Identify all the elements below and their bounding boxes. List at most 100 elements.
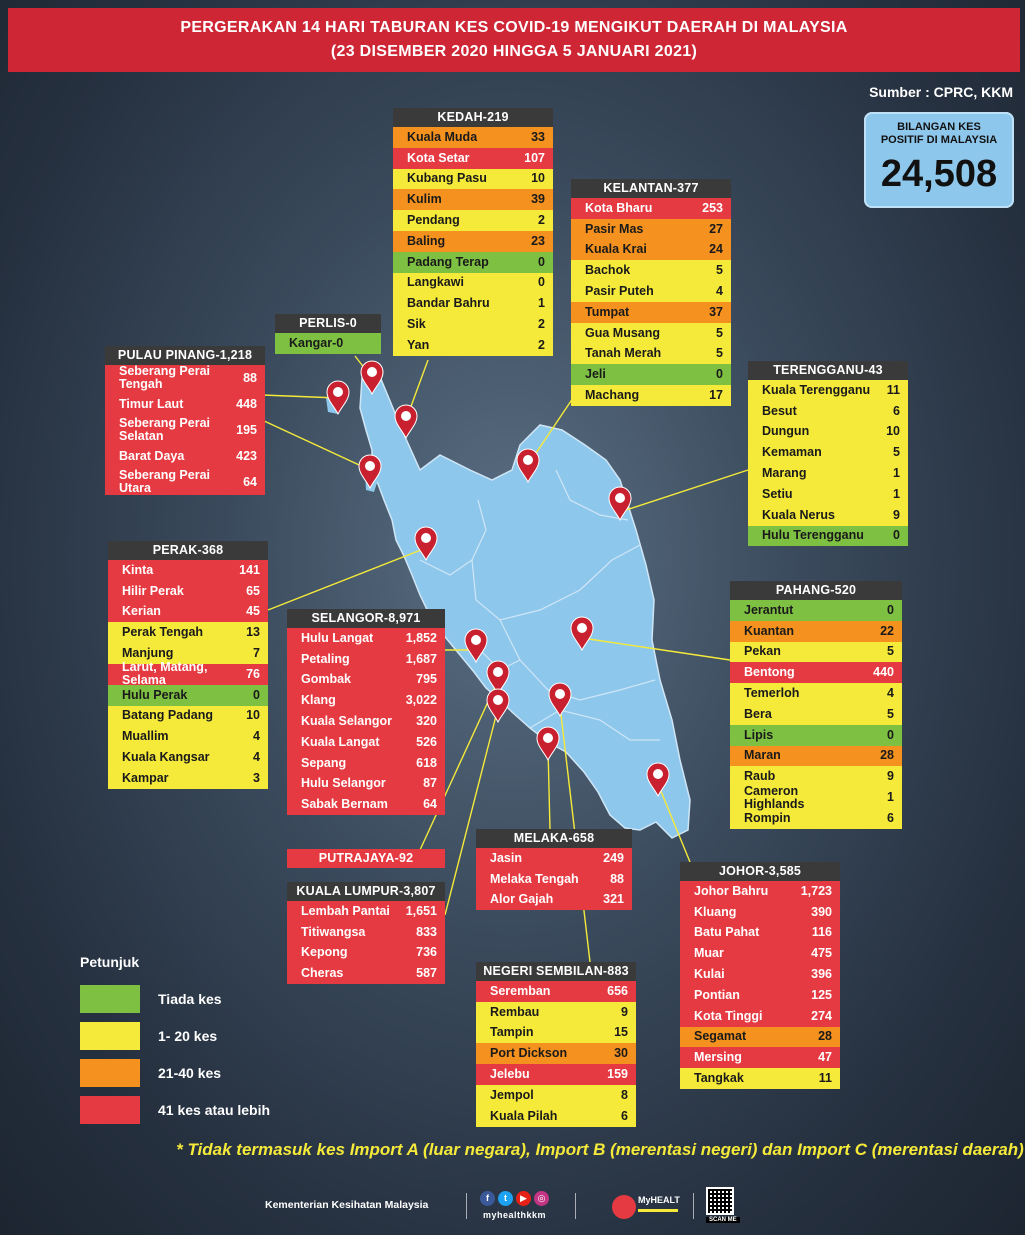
map-pin-icon	[548, 682, 572, 718]
twitter-icon[interactable]: t	[498, 1191, 513, 1206]
district-row: Kinta 141	[108, 560, 268, 581]
district-cases: 45	[246, 604, 260, 619]
district-row: Jeli 0	[571, 364, 731, 386]
panel-title: PUTRAJAYA-92	[287, 849, 445, 868]
district-name: Lipis	[744, 727, 774, 742]
district-row: Kota Bharu 253	[571, 198, 731, 219]
district-name: Dungun	[762, 424, 810, 439]
panel-title: NEGERI SEMBILAN-883	[476, 962, 636, 981]
district-cases: 249	[603, 850, 624, 865]
youtube-icon[interactable]: ▶	[516, 1191, 531, 1206]
district-row: Hulu Langat 1,852	[287, 628, 445, 649]
district-row: Kerian 45	[108, 601, 268, 623]
district-row: Kulim 39	[393, 189, 553, 211]
district-row: Kuantan 22	[730, 620, 902, 642]
district-name: Hulu Terengganu	[762, 528, 864, 543]
district-cases: 1,852	[405, 630, 437, 645]
district-name: Kuala Muda	[407, 129, 478, 144]
district-cases: 33	[531, 129, 545, 144]
district-cases: 159	[607, 1067, 628, 1082]
facebook-icon[interactable]: f	[480, 1191, 495, 1206]
district-name: Kuala Pilah	[490, 1108, 558, 1123]
district-name: Kuala Langat	[301, 734, 380, 749]
district-row: Sepang 618	[287, 752, 445, 774]
district-name: Hulu Perak	[122, 687, 188, 702]
district-row: Kuala Nerus 9	[748, 504, 908, 526]
district-cases: 4	[253, 729, 260, 744]
district-cases: 587	[416, 966, 437, 981]
panel-perlis: PERLIS-0 Kangar-0	[275, 314, 381, 354]
district-row: Barat Daya 423	[105, 443, 265, 469]
district-name: Hulu Langat	[301, 630, 374, 645]
map-pin-icon	[394, 404, 418, 440]
svg-text:MyHEALTH: MyHEALTH	[638, 1195, 680, 1205]
district-cases: 141	[239, 562, 260, 577]
panel-title: KELANTAN-377	[571, 179, 731, 198]
district-cases: 795	[416, 672, 437, 687]
district-row: Temerloh 4	[730, 683, 902, 704]
district-cases: 6	[887, 810, 894, 825]
title-line-2: (23 DISEMBER 2020 HINGGA 5 JANUARI 2021)	[330, 43, 698, 60]
panel-title: PERLIS-0	[275, 314, 381, 333]
district-cases: 10	[246, 708, 260, 723]
map-pin-icon	[646, 762, 670, 798]
district-row: Tumpat 37	[571, 301, 731, 323]
district-name: Maran	[744, 748, 781, 763]
district-row: Gua Musang 5	[571, 322, 731, 344]
district-name: Kemaman	[762, 445, 822, 460]
district-name: Seberang Perai Selatan	[119, 416, 211, 443]
district-name: Cameron Highlands	[744, 783, 805, 811]
total-label-2: POSITIF DI MALAYSIA	[880, 134, 998, 146]
district-row: Tangkak 11	[680, 1068, 840, 1089]
district-row: Titiwangsa 833	[287, 921, 445, 943]
district-cases: 195	[236, 422, 257, 437]
panel-title: PERAK-368	[108, 541, 268, 560]
district-cases: 0	[538, 254, 545, 269]
district-name: Barat Daya	[119, 448, 185, 463]
map-pin-icon	[464, 628, 488, 664]
ministry-name: Kementerian Kesihatan Malaysia	[265, 1199, 429, 1211]
district-row: Jerantut 0	[730, 600, 902, 621]
district-name: Langkawi	[407, 275, 464, 290]
district-row: Batang Padang 10	[108, 705, 268, 727]
district-name: Port Dickson	[490, 1046, 568, 1061]
district-row: Cheras 587	[287, 963, 445, 985]
map-pin-icon	[486, 688, 510, 724]
district-cases: 65	[246, 583, 260, 598]
district-name: Tanah Merah	[585, 346, 662, 361]
district-row: Lembah Pantai 1,651	[287, 901, 445, 922]
instagram-icon[interactable]: ◎	[534, 1191, 549, 1206]
district-row: Hulu Perak 0	[108, 684, 268, 706]
district-name: Gombak	[301, 672, 352, 687]
district-row: Pasir Puteh 4	[571, 281, 731, 302]
panel-perak: PERAK-368 Kinta 141 Hilir Perak 65 Kerian 45 P…	[108, 541, 268, 789]
qr-code[interactable]	[706, 1187, 734, 1215]
district-name: Kerian	[122, 604, 161, 619]
map-pin-icon	[414, 526, 438, 562]
district-row: Bentong 440	[730, 662, 902, 684]
district-name: Seremban	[490, 983, 551, 998]
district-name: Baling	[407, 233, 446, 248]
district-cases: 7	[253, 646, 260, 661]
district-row: Bandar Bahru 1	[393, 293, 553, 315]
panel-terengganu: TERENGGANU-43 Kuala Terengganu 11 Besut 6 Du…	[748, 361, 908, 547]
district-cases: 125	[811, 987, 832, 1002]
district-row: Yan 2	[393, 334, 553, 356]
district-row: Kuala Krai 24	[571, 239, 731, 261]
district-cases: 10	[886, 424, 900, 439]
district-name: Marang	[762, 466, 807, 481]
district-row: Klang 3,022	[287, 690, 445, 712]
district-name: Raub	[744, 769, 776, 784]
district-cases: 0	[887, 727, 894, 742]
district-row: Jasin 249	[476, 848, 632, 869]
district-row: Besut 6	[748, 400, 908, 422]
total-value: 24,508	[880, 153, 998, 195]
district-name: Kota Setar	[407, 150, 470, 165]
district-name: Kuala Nerus	[762, 507, 835, 522]
district-row: Kuala Kangsar 4	[108, 747, 268, 768]
district-row: Padang Terap 0	[393, 251, 553, 273]
district-name: Sabak Bernam	[301, 797, 388, 812]
district-name: Batang Padang	[122, 708, 213, 723]
district-cases: 320	[416, 714, 437, 729]
district-name: Jerantut	[744, 602, 794, 617]
